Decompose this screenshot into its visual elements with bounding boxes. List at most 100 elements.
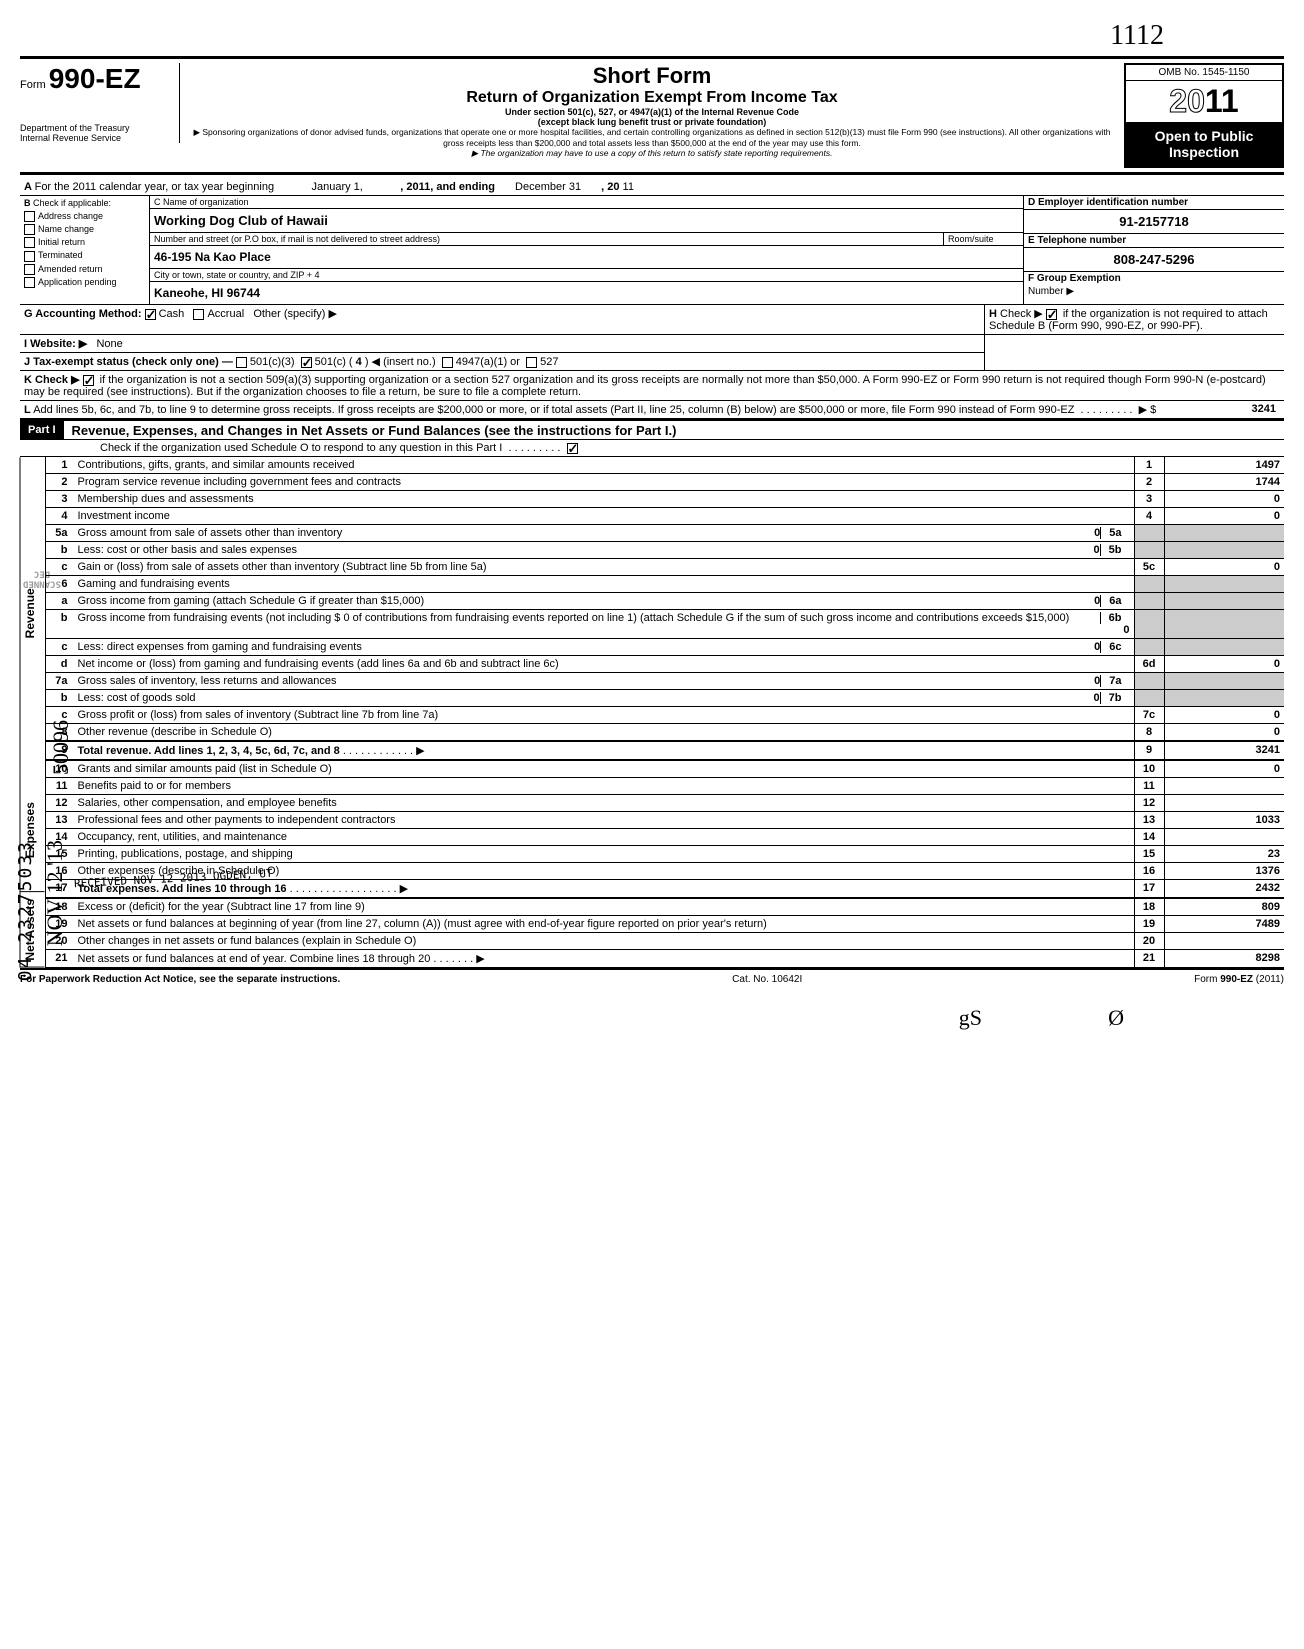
cb-k[interactable] bbox=[83, 375, 94, 386]
table-row: dNet income or (loss) from gaming and fu… bbox=[46, 656, 1285, 673]
ein-value: 91-2157718 bbox=[1024, 210, 1284, 234]
org-name: Working Dog Club of Hawaii bbox=[150, 209, 1023, 233]
cb-terminated[interactable] bbox=[24, 251, 35, 262]
table-row: 21Net assets or fund balances at end of … bbox=[46, 950, 1285, 968]
cb-cash[interactable] bbox=[145, 309, 156, 320]
line-h: H Check ▶ if the organization is not req… bbox=[984, 305, 1284, 334]
k-label: K Check ▶ bbox=[24, 374, 80, 386]
table-row: 1Contributions, gifts, grants, and simil… bbox=[46, 457, 1285, 474]
i-label: I Website: ▶ bbox=[24, 338, 87, 350]
table-row: bLess: cost or other basis and sales exp… bbox=[46, 542, 1285, 559]
line-i: I Website: ▶ None bbox=[20, 335, 984, 353]
cb-name-label: Name change bbox=[38, 224, 94, 234]
cb-address[interactable] bbox=[24, 211, 35, 222]
cb-amended-label: Amended return bbox=[38, 264, 103, 274]
l-text: Add lines 5b, 6c, and 7b, to line 9 to d… bbox=[33, 404, 1074, 416]
line-l: L Add lines 5b, 6c, and 7b, to line 9 to… bbox=[20, 401, 1284, 419]
table-row: 9Total revenue. Add lines 1, 2, 3, 4, 5c… bbox=[46, 741, 1285, 760]
scanned-stamp: SCANNED DEC bbox=[23, 568, 61, 588]
ij-row: I Website: ▶ None J Tax-exempt status (c… bbox=[20, 335, 1284, 371]
footer-left: For Paperwork Reduction Act Notice, see … bbox=[20, 974, 340, 985]
cb-schedule-b[interactable] bbox=[1046, 309, 1057, 320]
signature-1: gS bbox=[959, 1005, 982, 1030]
check-b-col: B Check if applicable: Address change Na… bbox=[20, 196, 150, 304]
room-label: Room/suite bbox=[943, 233, 1023, 245]
block-c: C Name of organization Working Dog Club … bbox=[150, 196, 1024, 304]
part1-header-row: Part I Revenue, Expenses, and Changes in… bbox=[20, 419, 1284, 440]
j-opt2: 501(c) ( bbox=[315, 356, 353, 368]
handwritten-top: 1112 bbox=[20, 20, 1284, 52]
h-text: Check ▶ bbox=[1000, 308, 1043, 320]
table-row: 3Membership dues and assessments30 bbox=[46, 491, 1285, 508]
website-value: None bbox=[96, 338, 122, 350]
side-handwritten-1: 50096 bbox=[48, 720, 74, 775]
revenue-vlabel: Revenue SCANNED DEC bbox=[20, 457, 45, 769]
omb-number: OMB No. 1545-1150 bbox=[1126, 65, 1282, 81]
cb-part1-schedO[interactable] bbox=[567, 443, 578, 454]
line-a-endmonth: December 31 bbox=[498, 181, 598, 193]
j-opt4: 527 bbox=[540, 356, 558, 368]
table-row: bLess: cost of goods sold7b0 bbox=[46, 690, 1285, 707]
table-row: bGross income from fundraising events (n… bbox=[46, 610, 1285, 639]
side-date-stamp: NOV 12 '13 bbox=[42, 840, 68, 946]
footer-right: Form 990-EZ (2011) bbox=[1194, 974, 1284, 985]
cb-4947[interactable] bbox=[442, 357, 453, 368]
e-label: E Telephone number bbox=[1024, 234, 1284, 248]
accrual-label: Accrual bbox=[207, 308, 244, 320]
f-label: F Group Exemption bbox=[1028, 273, 1121, 284]
j-label: J Tax-exempt status (check only one) — bbox=[24, 356, 233, 368]
cb-501c[interactable] bbox=[301, 357, 312, 368]
table-row: 17Total expenses. Add lines 10 through 1… bbox=[46, 880, 1285, 899]
other-label: Other (specify) ▶ bbox=[253, 308, 337, 320]
table-row: 19Net assets or fund balances at beginni… bbox=[46, 916, 1285, 933]
cb-name[interactable] bbox=[24, 224, 35, 235]
top-rule bbox=[20, 56, 1284, 59]
table-row: 20Other changes in net assets or fund ba… bbox=[46, 933, 1285, 950]
table-row: 2Program service revenue including gover… bbox=[46, 474, 1285, 491]
k-text: if the organization is not a section 509… bbox=[24, 374, 1266, 398]
cb-501c3[interactable] bbox=[236, 357, 247, 368]
j-opt1: 501(c)(3) bbox=[250, 356, 295, 368]
netassets-vlabel: Net Assets bbox=[20, 892, 45, 968]
table-row: 4Investment income40 bbox=[46, 508, 1285, 525]
table-row: 8Other revenue (describe in Schedule O)8… bbox=[46, 724, 1285, 742]
check-b-header: Check if applicable: bbox=[33, 198, 111, 208]
table-row: 5aGross amount from sale of assets other… bbox=[46, 525, 1285, 542]
form-number: Form 990-EZ bbox=[20, 63, 175, 95]
title-satisfy: ▶ The organization may have to use a cop… bbox=[190, 148, 1114, 159]
line-a-mid: , 2011, and ending bbox=[400, 181, 495, 193]
street-label: Number and street (or P.O box, if mail i… bbox=[150, 233, 943, 245]
part1-check-text: Check if the organization used Schedule … bbox=[100, 442, 502, 454]
line-k: K Check ▶ if the organization is not a s… bbox=[20, 371, 1284, 401]
year-prefix: 20 bbox=[1169, 83, 1205, 119]
table-row: 13Professional fees and other payments t… bbox=[46, 812, 1285, 829]
open-to-public: Open to Public Inspection bbox=[1126, 122, 1282, 166]
title-short: Short Form bbox=[190, 63, 1114, 89]
part1-check-row: Check if the organization used Schedule … bbox=[20, 440, 1284, 457]
table-row: 7aGross sales of inventory, less returns… bbox=[46, 673, 1285, 690]
cb-pending-label: Application pending bbox=[38, 277, 117, 287]
main-table-wrap: Revenue SCANNED DEC Expenses Net Assets … bbox=[20, 457, 1284, 970]
cb-amended[interactable] bbox=[24, 264, 35, 275]
g-label: G Accounting Method: bbox=[24, 308, 142, 320]
cb-accrual[interactable] bbox=[193, 309, 204, 320]
line-a-begin: January 1, bbox=[277, 181, 397, 193]
l-value: 3241 bbox=[1160, 403, 1280, 416]
gh-row: G Accounting Method: Cash Accrual Other … bbox=[20, 305, 1284, 335]
line-g: G Accounting Method: Cash Accrual Other … bbox=[20, 305, 984, 334]
year-box: OMB No. 1545-1150 2011 Open to Public In… bbox=[1124, 63, 1284, 168]
title-block: Short Form Return of Organization Exempt… bbox=[190, 63, 1114, 159]
cb-initial[interactable] bbox=[24, 237, 35, 248]
table-row: cGain or (loss) from sale of assets othe… bbox=[46, 559, 1285, 576]
phone-value: 808-247-5296 bbox=[1024, 248, 1284, 272]
table-row: cGross profit or (loss) from sales of in… bbox=[46, 707, 1285, 724]
cb-527[interactable] bbox=[526, 357, 537, 368]
line-j: J Tax-exempt status (check only one) — 5… bbox=[20, 353, 984, 370]
cb-pending[interactable] bbox=[24, 277, 35, 288]
part1-label: Part I bbox=[20, 421, 64, 439]
form-container: 04 23275033 50096 NOV 12 '13 1112 Form 9… bbox=[20, 20, 1284, 1031]
j-opt2b: ) ◀ (insert no.) bbox=[365, 356, 436, 368]
f-sub: Number ▶ bbox=[1024, 285, 1284, 298]
signature-2: Ø bbox=[1108, 1005, 1124, 1030]
city-label: City or town, state or country, and ZIP … bbox=[150, 269, 1023, 282]
